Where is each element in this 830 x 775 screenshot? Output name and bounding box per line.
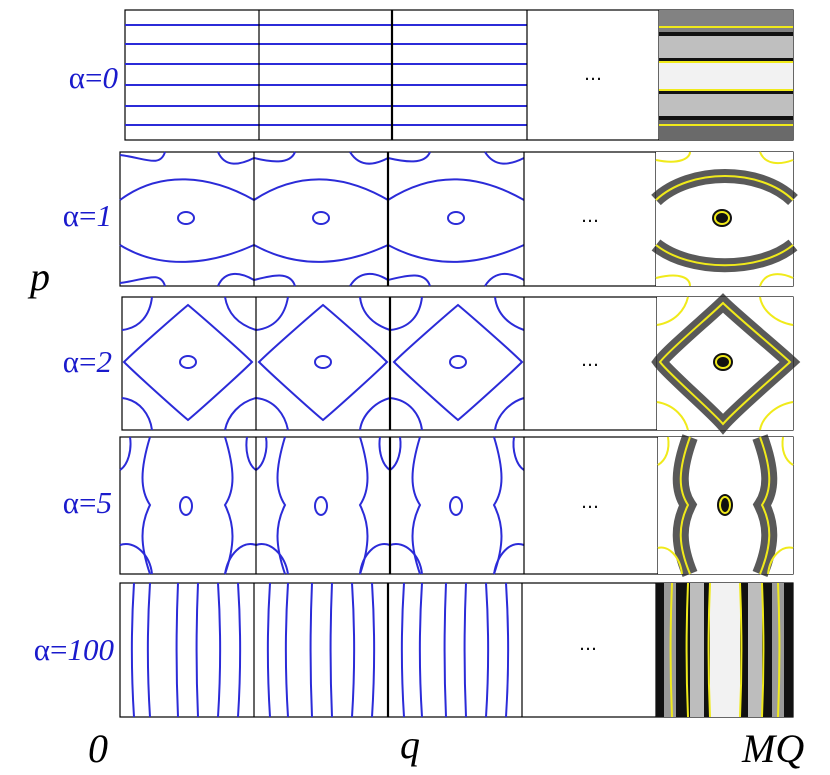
row-alpha-5: … α=5: [63, 434, 794, 578]
alpha-label: α=0: [69, 60, 119, 95]
row-alpha-100: … α=100: [34, 582, 794, 718]
row-alpha-2: … α=2: [63, 293, 801, 435]
axis-label-mq: MQ: [741, 726, 804, 771]
alpha-label: α=5: [63, 485, 112, 520]
ellipsis: …: [581, 492, 599, 513]
density-panel: [651, 293, 801, 435]
ellipsis: …: [584, 64, 602, 85]
alpha-label: α=1: [63, 198, 112, 233]
contour-lines: [119, 436, 525, 575]
axis-label-q: q: [400, 722, 420, 767]
alpha-label: α=2: [63, 344, 112, 379]
axis-label-p: p: [27, 254, 50, 299]
density-panel: [657, 434, 794, 578]
axis-label-zero: 0: [88, 726, 108, 771]
ellipsis: …: [581, 206, 599, 227]
ellipsis: …: [581, 350, 599, 371]
density-panel: [659, 10, 793, 140]
contour-lines: [125, 24, 527, 126]
contour-lines: [130, 582, 510, 718]
ellipsis: …: [579, 634, 597, 655]
row-alpha-0: … α=0: [69, 9, 794, 141]
row-alpha-1: … α=1: [63, 151, 798, 287]
alpha-label: α=100: [34, 632, 115, 667]
density-panel: [651, 151, 798, 287]
contour-lines: [119, 151, 525, 287]
contour-lines: [121, 296, 525, 431]
density-panel: [656, 582, 793, 718]
